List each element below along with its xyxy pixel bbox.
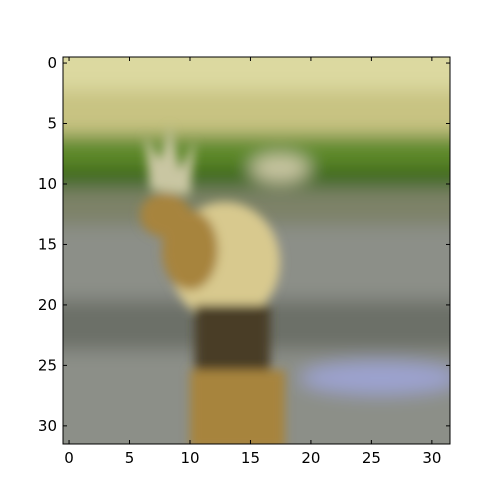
elk-antlers: [145, 125, 195, 195]
axes-frame: [62, 56, 451, 445]
meadow-mid: [63, 90, 450, 140]
x-tick-label: 20: [301, 449, 320, 467]
x-tick-label: 15: [241, 449, 260, 467]
y-tick-label: 10: [38, 175, 57, 193]
elk-legs: [195, 305, 270, 370]
meadow-top: [63, 57, 450, 95]
y-tick-label: 5: [47, 115, 57, 133]
y-tick-label: 20: [38, 296, 57, 314]
y-tick-label: 0: [47, 54, 57, 72]
y-tick-label: 25: [38, 356, 57, 374]
x-axis-ticks: 0 5 10 15 20 25 30: [64, 57, 441, 467]
x-tick-label: 5: [125, 449, 135, 467]
elk-photo: [63, 57, 450, 444]
elk-reflection: [190, 370, 285, 444]
x-tick-label: 10: [180, 449, 199, 467]
y-axis-ticks: 0 5 10 15 20 25 30: [38, 54, 450, 435]
distant-animal: [250, 154, 310, 182]
x-tick-label: 30: [422, 449, 441, 467]
water-highlight: [300, 362, 450, 394]
x-tick-label: 0: [64, 449, 74, 467]
x-tick-label: 25: [362, 449, 381, 467]
elk-shadow: [162, 210, 218, 290]
y-tick-label: 30: [38, 417, 57, 435]
y-tick-label: 15: [38, 235, 57, 253]
